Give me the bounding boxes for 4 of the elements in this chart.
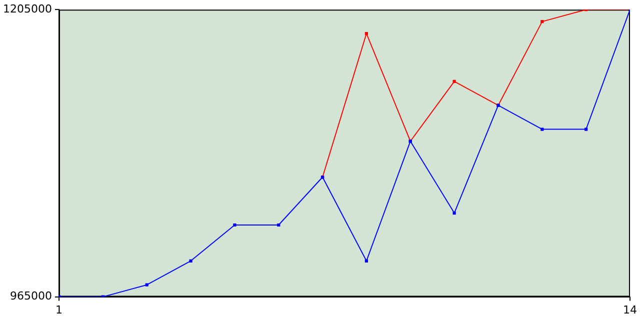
x-tick-label: 14	[623, 303, 637, 316]
x-tick-label: 1	[55, 303, 62, 316]
y-tick-label: 1205000	[2, 2, 52, 16]
y-tick-label: 965000	[10, 290, 52, 303]
